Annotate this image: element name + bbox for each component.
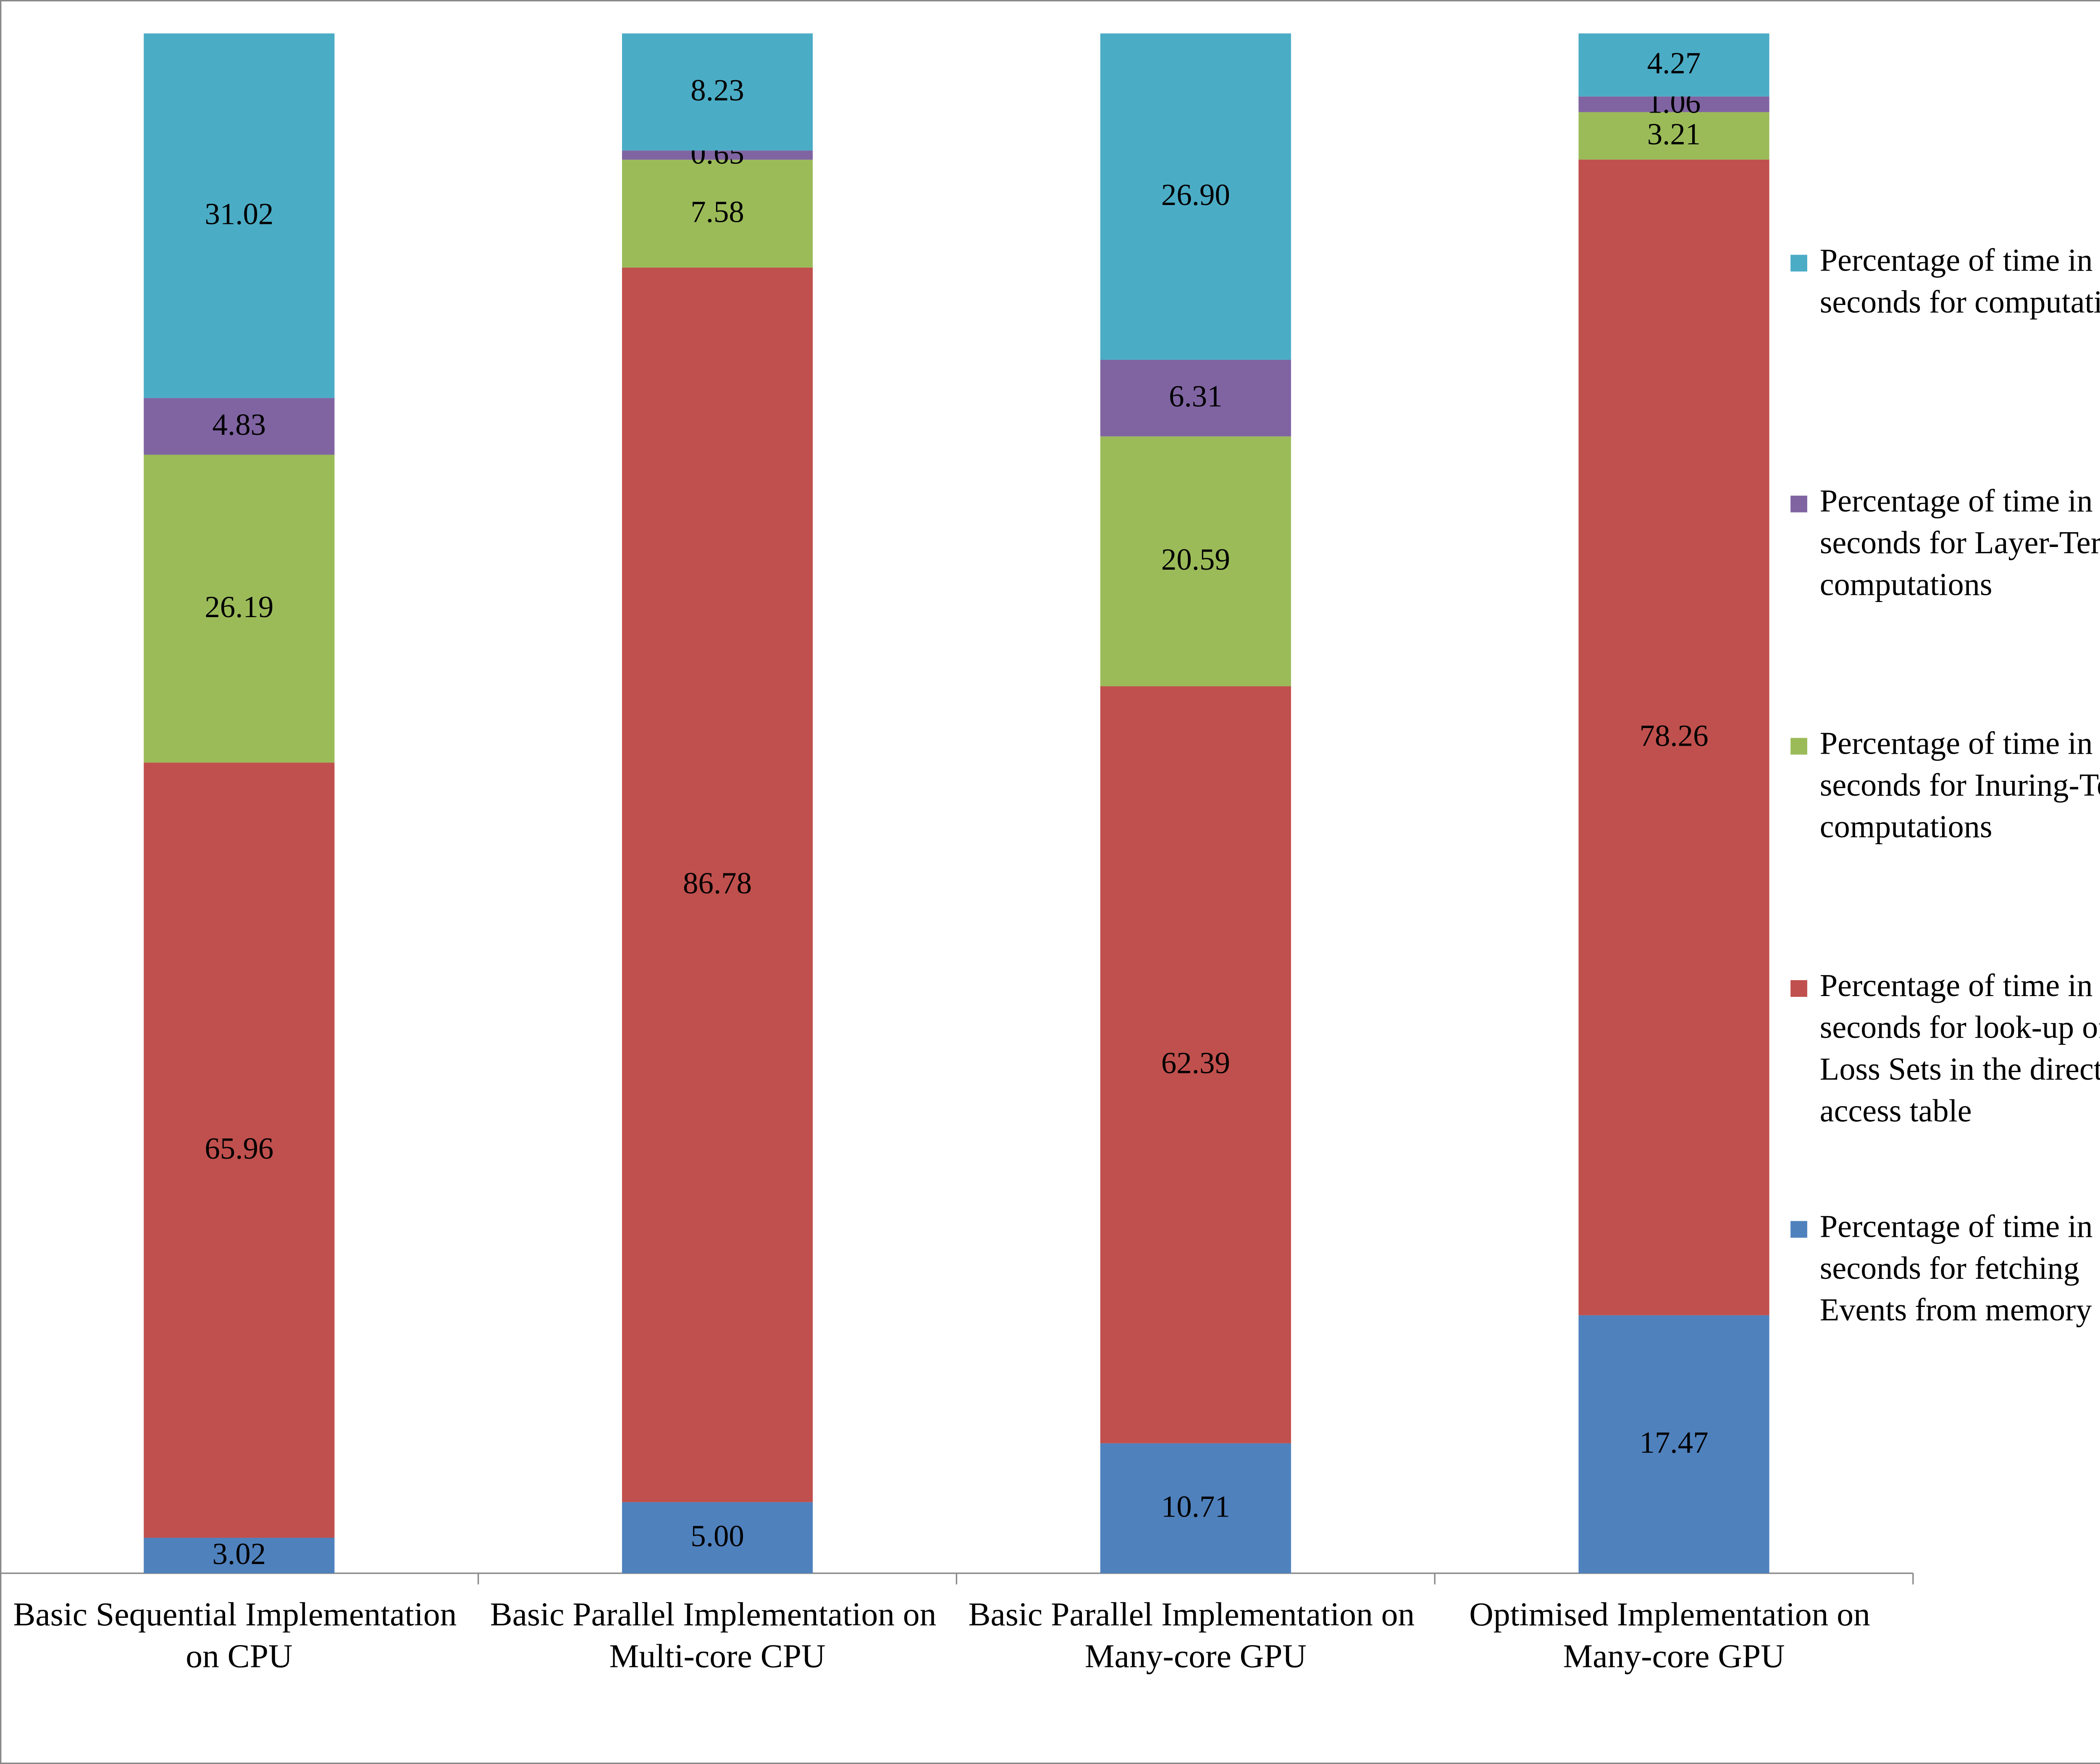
legend-swatch xyxy=(1790,980,1807,997)
data-label: 8.23 xyxy=(690,73,744,107)
bar-segment xyxy=(1578,112,1769,160)
data-label: 4.83 xyxy=(213,407,266,442)
x-tick-label: Basic Parallel Implementation on Multi-c… xyxy=(490,1596,945,1675)
x-tick-label: Basic Parallel Implementation on Many-co… xyxy=(969,1596,1423,1675)
bar-segment xyxy=(1100,686,1291,1443)
data-label: 10.71 xyxy=(1161,1489,1230,1523)
legend-swatch xyxy=(1790,255,1807,272)
legend-swatch xyxy=(1790,495,1807,513)
data-label: 17.47 xyxy=(1639,1425,1708,1459)
legend-swatch xyxy=(1790,1221,1807,1238)
bar-segment xyxy=(622,1502,813,1573)
legend-label: Percentage of time in seconds for look-u… xyxy=(1820,968,2100,1128)
bar-segment xyxy=(622,33,813,151)
bar-segment xyxy=(144,762,335,1538)
data-label: 78.26 xyxy=(1639,718,1708,752)
data-label: 86.78 xyxy=(683,866,752,900)
data-label: 3.21 xyxy=(1647,117,1701,151)
bar-segment xyxy=(144,455,335,763)
data-label: 26.90 xyxy=(1161,178,1230,212)
data-label: 6.31 xyxy=(1169,379,1223,413)
data-label: 5.00 xyxy=(690,1519,744,1553)
bar-segment xyxy=(144,33,335,398)
bar-segment xyxy=(144,1538,335,1573)
x-tick-label: Optimised Implementation on Many-core GP… xyxy=(1469,1596,1878,1675)
bar-segment xyxy=(1578,159,1769,1315)
legend-label: Percentage of time in seconds for comput… xyxy=(1820,242,2100,319)
bar-segment xyxy=(622,150,813,160)
legend-label: Percentage of time in seconds for Inurin… xyxy=(1820,726,2100,844)
data-label: 62.39 xyxy=(1161,1046,1230,1080)
x-tick-label: Basic Sequential Implementation on CPU xyxy=(13,1596,465,1675)
bar-segment xyxy=(622,267,813,1502)
bar-segment xyxy=(1578,1315,1769,1573)
data-label: 26.19 xyxy=(205,590,273,624)
bar-segment xyxy=(1100,1443,1291,1573)
bar-segment xyxy=(622,160,813,268)
bar-segment xyxy=(1100,360,1291,436)
legend-label: Percentage of time in seconds for Layer-… xyxy=(1820,483,2100,602)
data-label: 20.59 xyxy=(1161,542,1230,576)
bar-segment xyxy=(1578,33,1769,97)
data-label: 3.02 xyxy=(213,1537,266,1571)
bar-segment xyxy=(1100,33,1291,360)
legend-swatch xyxy=(1790,738,1807,755)
bar-segment xyxy=(144,398,335,455)
data-label: 4.27 xyxy=(1647,46,1701,80)
data-label: 65.96 xyxy=(205,1131,273,1165)
bar-segment xyxy=(1578,96,1769,112)
legend-label: Percentage of time in seconds for fetchi… xyxy=(1820,1209,2100,1328)
data-label: 31.02 xyxy=(205,197,273,231)
bar-segment xyxy=(1100,436,1291,686)
data-label: 7.58 xyxy=(690,195,744,229)
